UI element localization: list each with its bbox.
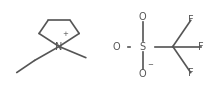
Text: +: + bbox=[62, 31, 68, 37]
Text: −: − bbox=[147, 62, 153, 68]
Text: F: F bbox=[188, 15, 194, 25]
Text: O: O bbox=[112, 41, 120, 52]
Text: F: F bbox=[198, 41, 204, 52]
Text: N: N bbox=[55, 41, 63, 52]
Text: O: O bbox=[139, 12, 147, 22]
Text: S: S bbox=[140, 41, 146, 52]
Text: F: F bbox=[188, 68, 194, 78]
Text: O: O bbox=[139, 69, 147, 79]
